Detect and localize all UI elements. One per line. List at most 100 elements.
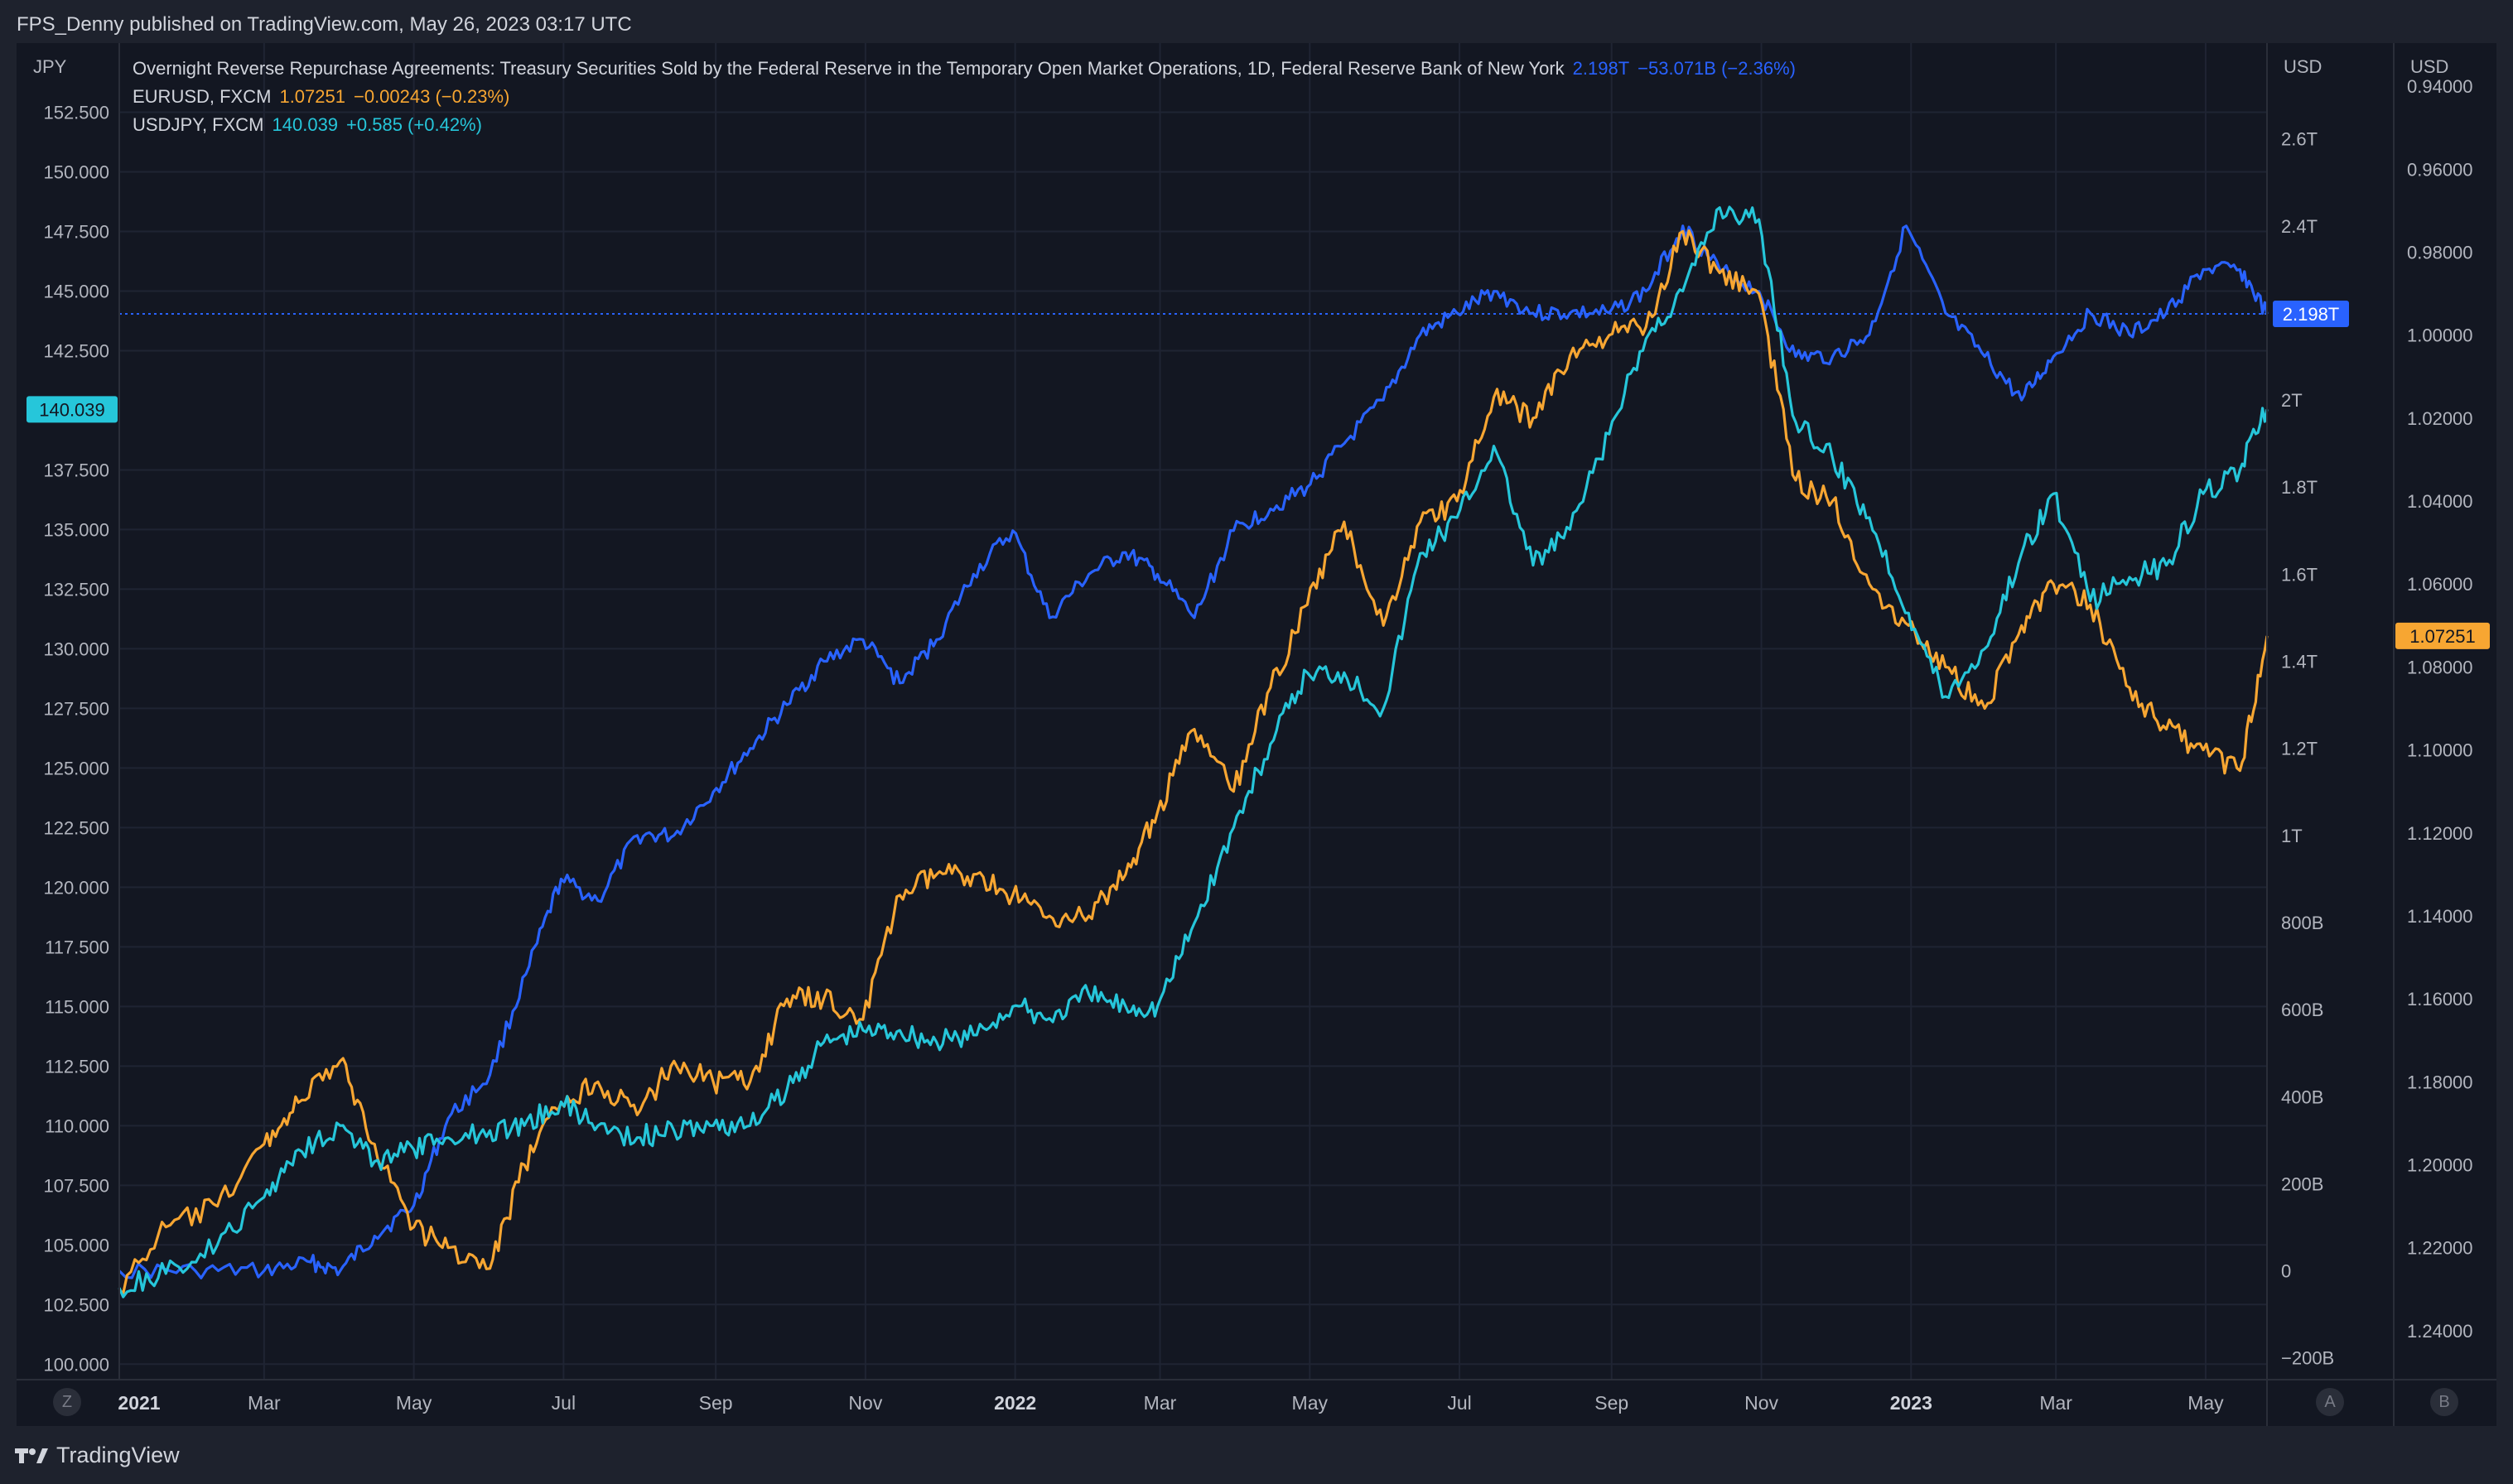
right-axis-rrp[interactable]: 2.6T 2.4T 2T 1.8T 1.6T 1.4T 1.2T 1T 800B 600B 400B… — [2281, 129, 2334, 1369]
scale-b-button[interactable]: B — [2430, 1388, 2458, 1416]
left-axis-tick-label: 107.500 — [43, 1175, 109, 1196]
left-axis-tick-label: 142.500 — [43, 340, 109, 361]
chart-pane-background — [17, 43, 2496, 1426]
legend-rrp-change: −53.071B (−2.36%) — [1638, 58, 1796, 79]
rrp-last-value-badge-bg — [2273, 301, 2349, 328]
legend-usdjpy-change: +0.585 (+0.42%) — [346, 114, 482, 135]
right-axis-eurusd-title: USD — [2410, 56, 2448, 77]
left-axis[interactable]: 152.500 150.000 147.500 145.000 142.500 137.5… — [43, 103, 109, 1376]
legend-eurusd[interactable]: EURUSD, FXCM 1.07251 −0.00243 (−0.23%) — [133, 86, 509, 108]
eurusd-axis-tick-label: 1.08000 — [2407, 657, 2473, 677]
left-axis-tick-label: 110.000 — [45, 1115, 109, 1136]
timezone-button[interactable]: Z — [53, 1388, 81, 1416]
time-axis-tick-label: Mar — [1144, 1392, 1177, 1414]
series-line-usdjpy — [118, 205, 2269, 1298]
right-axis-rrp-title: USD — [2284, 56, 2322, 77]
left-axis-tick-label: 147.500 — [43, 221, 109, 242]
left-axis-tick-label: 100.000 — [43, 1354, 109, 1375]
eurusd-last-value-badge: 1.07251 — [2409, 626, 2476, 647]
grid — [118, 43, 2267, 1380]
eurusd-axis-tick-label: 0.98000 — [2407, 242, 2473, 263]
rrp-axis-tick-label: 800B — [2281, 913, 2323, 933]
eurusd-axis-tick-label: 0.94000 — [2407, 76, 2473, 97]
publisher-header: FPS_Denny published on TradingView.com, … — [0, 0, 2513, 43]
eurusd-axis-tick-label: 1.14000 — [2407, 906, 2473, 927]
tradingview-wordmark: TradingView — [56, 1443, 180, 1467]
left-axis-tick-label: 117.500 — [45, 937, 109, 957]
eurusd-axis-tick-label: 1.24000 — [2407, 1321, 2473, 1342]
rrp-axis-tick-label: 2.4T — [2281, 216, 2318, 237]
rrp-axis-tick-label: 2.6T — [2281, 129, 2318, 150]
legend-usdjpy-value: 140.039 — [272, 114, 339, 135]
rrp-axis-tick-label: −200B — [2281, 1348, 2334, 1369]
left-axis-tick-label: 125.000 — [43, 758, 109, 778]
left-axis-tick-label: 130.000 — [43, 638, 109, 659]
left-axis-tick-label: 145.000 — [43, 281, 109, 301]
time-axis-tick-label: Mar — [248, 1392, 281, 1414]
rrp-axis-tick-label: 600B — [2281, 1000, 2323, 1020]
left-axis-tick-label: 120.000 — [43, 877, 109, 898]
usdjpy-last-value-badge-bg — [27, 396, 118, 423]
left-axis-tick-label: 112.500 — [45, 1056, 109, 1077]
tradingview-branding[interactable]: TradingView — [15, 1443, 180, 1468]
eurusd-axis-tick-label: 1.10000 — [2407, 740, 2473, 761]
time-axis-tick-label: Mar — [2039, 1392, 2072, 1414]
legend-usdjpy[interactable]: USDJPY, FXCM 140.039 +0.585 (+0.42%) — [133, 114, 482, 136]
auto-scale-button[interactable]: A — [2316, 1388, 2344, 1416]
rrp-axis-tick-label: 1.2T — [2281, 739, 2318, 759]
usdjpy-last-value-badge: 140.039 — [39, 399, 105, 420]
time-axis-tick-label: 2022 — [994, 1392, 1036, 1414]
rrp-axis-tick-label: 1.6T — [2281, 564, 2318, 585]
left-axis-tick-label: 150.000 — [43, 161, 109, 182]
left-axis-tick-label: 122.500 — [43, 817, 109, 838]
left-axis-tick-label: 102.500 — [43, 1294, 109, 1315]
left-axis-tick-label: 137.500 — [43, 460, 109, 480]
time-axis-tick-label: Sep — [1594, 1392, 1628, 1414]
rrp-axis-tick-label: 1T — [2281, 826, 2303, 846]
time-axis-tick-label: Jul — [552, 1392, 576, 1414]
series-line-rrp — [118, 224, 2269, 1279]
time-axis-tick-label: May — [396, 1392, 432, 1414]
time-axis[interactable]: 2021 Mar May Jul Sep Nov 2022 Mar May Jul Sep Nov 20… — [118, 1392, 2224, 1414]
left-axis-tick-label: 135.000 — [43, 519, 109, 540]
footer: TradingView — [0, 1426, 2513, 1484]
tradingview-logo-icon — [15, 1448, 48, 1463]
left-axis-tick-label: 115.000 — [45, 996, 109, 1017]
legend-rrp-value: 2.198T — [1572, 58, 1630, 79]
rrp-axis-tick-label: 2T — [2281, 390, 2303, 411]
eurusd-axis-tick-label: 1.04000 — [2407, 491, 2473, 512]
rrp-axis-tick-label: 1.8T — [2281, 477, 2318, 498]
time-axis-tick-label: Sep — [699, 1392, 733, 1414]
series-lines — [118, 205, 2269, 1298]
eurusd-axis-tick-label: 1.18000 — [2407, 1072, 2473, 1092]
legend-eurusd-change: −0.00243 (−0.23%) — [353, 86, 510, 107]
rrp-axis-tick-label: 0 — [2281, 1261, 2291, 1282]
legend-rrp-name: Overnight Reverse Repurchase Agreements:… — [133, 58, 1565, 79]
time-axis-tick-label: Nov — [1744, 1392, 1778, 1414]
time-axis-tick-label: Jul — [1447, 1392, 1471, 1414]
left-axis-title: JPY — [33, 56, 67, 77]
legend-eurusd-name: EURUSD, FXCM — [133, 86, 272, 107]
eurusd-axis-tick-label: 1.12000 — [2407, 823, 2473, 844]
legend-usdjpy-name: USDJPY, FXCM — [133, 114, 264, 135]
legend-eurusd-value: 1.07251 — [279, 86, 345, 107]
legend-rrp[interactable]: Overnight Reverse Repurchase Agreements:… — [133, 58, 1796, 80]
rrp-axis-tick-label: 1.4T — [2281, 652, 2318, 672]
left-axis-tick-label: 152.500 — [43, 103, 109, 123]
time-axis-tick-label: Nov — [848, 1392, 882, 1414]
left-axis-tick-label: 127.500 — [43, 698, 109, 719]
series-line-eurusd — [118, 229, 2269, 1295]
eurusd-axis-tick-label: 0.96000 — [2407, 159, 2473, 180]
last-value-badges: 140.039 2.198T 1.07251 — [27, 301, 2490, 649]
rrp-last-value-badge: 2.198T — [2283, 304, 2340, 325]
rrp-axis-tick-label: 200B — [2281, 1173, 2323, 1194]
eurusd-last-value-badge-bg — [2395, 622, 2490, 649]
time-axis-tick-label: 2023 — [1890, 1392, 1932, 1414]
time-axis-tick-label: May — [2187, 1392, 2224, 1414]
right-axis-eurusd[interactable]: 0.94000 0.96000 0.98000 1.00000 1.02000 1.040… — [2407, 76, 2473, 1342]
eurusd-axis-tick-label: 1.02000 — [2407, 408, 2473, 429]
rrp-axis-tick-label: 400B — [2281, 1086, 2323, 1107]
left-axis-tick-label: 105.000 — [43, 1235, 109, 1255]
eurusd-axis-tick-label: 1.20000 — [2407, 1155, 2473, 1176]
